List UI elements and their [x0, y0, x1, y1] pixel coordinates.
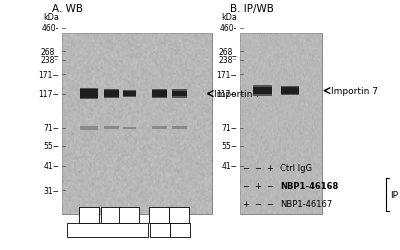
Bar: [172, 92, 187, 97]
Text: 15: 15: [106, 210, 116, 219]
Text: NBP1-46167: NBP1-46167: [280, 199, 332, 208]
Bar: [80, 98, 98, 100]
Bar: [104, 90, 119, 92]
Text: 171−: 171−: [216, 70, 237, 80]
Text: 50: 50: [84, 210, 94, 219]
Bar: [119, 207, 139, 223]
Bar: [123, 127, 136, 130]
Text: 71−: 71−: [43, 124, 59, 133]
Bar: [240, 34, 322, 214]
Bar: [253, 88, 272, 95]
Bar: [253, 86, 272, 88]
Bar: [172, 90, 187, 92]
Text: 460-: 460-: [220, 24, 237, 33]
Text: 238⁻: 238⁻: [41, 56, 59, 65]
Bar: [149, 207, 169, 223]
Bar: [123, 96, 136, 98]
Text: B. IP/WB: B. IP/WB: [230, 4, 274, 14]
Bar: [123, 90, 136, 92]
Bar: [80, 90, 98, 98]
Text: −: −: [254, 163, 262, 172]
Bar: [253, 94, 272, 96]
Text: 41−: 41−: [43, 162, 59, 171]
Text: −: −: [266, 181, 274, 190]
Bar: [104, 91, 119, 97]
Bar: [150, 223, 170, 238]
Text: NBP1-46168: NBP1-46168: [280, 181, 338, 190]
Text: 460-: 460-: [42, 24, 59, 33]
Text: IP: IP: [390, 190, 398, 199]
Text: 31−: 31−: [43, 186, 59, 195]
Text: −: −: [242, 181, 250, 190]
Text: +: +: [242, 199, 250, 208]
Bar: [79, 207, 99, 223]
Bar: [281, 86, 299, 89]
Bar: [104, 97, 119, 99]
Bar: [152, 126, 167, 130]
Text: Importin 7: Importin 7: [331, 87, 378, 96]
Text: −: −: [254, 199, 262, 208]
Text: −: −: [266, 199, 274, 208]
Text: 71−: 71−: [221, 124, 237, 133]
Bar: [281, 88, 299, 94]
Text: Importin 7: Importin 7: [214, 90, 261, 99]
Text: T: T: [157, 226, 162, 235]
Text: 171−: 171−: [38, 70, 59, 80]
Bar: [152, 91, 167, 97]
Text: 238⁻: 238⁻: [219, 56, 237, 65]
Bar: [281, 94, 299, 96]
Bar: [80, 89, 98, 91]
Text: 268_: 268_: [219, 47, 237, 56]
Bar: [80, 126, 98, 130]
Text: 117−: 117−: [216, 90, 237, 99]
Text: Ctrl IgG: Ctrl IgG: [280, 163, 312, 172]
Bar: [123, 92, 136, 96]
Bar: [172, 96, 187, 98]
Bar: [169, 207, 189, 223]
Text: 50: 50: [154, 210, 164, 219]
Text: 117−: 117−: [38, 90, 59, 99]
Bar: [101, 207, 121, 223]
Bar: [152, 97, 167, 99]
Bar: [170, 223, 190, 238]
Bar: [152, 90, 167, 92]
Bar: [67, 223, 148, 238]
Text: HeLa: HeLa: [97, 226, 118, 235]
Text: A. WB: A. WB: [52, 4, 83, 14]
Text: 55−: 55−: [221, 142, 237, 151]
Text: +: +: [254, 181, 262, 190]
Bar: [172, 127, 187, 130]
Text: 41−: 41−: [221, 162, 237, 171]
Text: 268_: 268_: [41, 47, 59, 56]
Text: 50: 50: [174, 210, 184, 219]
Text: kDa: kDa: [221, 13, 237, 22]
Text: +: +: [266, 163, 274, 172]
Text: 5: 5: [126, 210, 132, 219]
Text: −: −: [242, 163, 250, 172]
Bar: [104, 126, 119, 130]
Bar: [62, 34, 212, 214]
Text: 55−: 55−: [43, 142, 59, 151]
Text: kDa: kDa: [43, 13, 59, 22]
Text: M: M: [176, 226, 183, 235]
